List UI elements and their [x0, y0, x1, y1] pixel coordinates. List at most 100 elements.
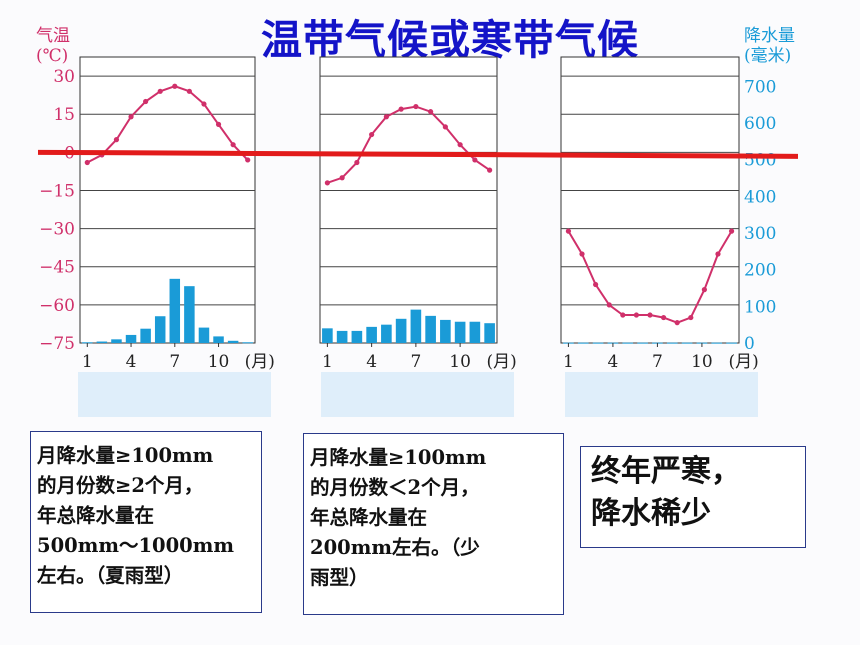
temperature-point [201, 101, 207, 107]
answer-blank-1[interactable] [78, 372, 271, 417]
precip-bar [577, 342, 589, 344]
description-box-2: 月降水量≥100mm 的月份数＜2个月， 年总降水量在 200mm左右。（少 雨… [303, 433, 564, 615]
precip-bar [111, 339, 122, 343]
chart-panel-3: 1 4 7 10 (月) [560, 56, 759, 372]
temperature-point [324, 180, 330, 186]
temperature-tick-label: −60 [39, 296, 75, 316]
temperature-tick-label: −75 [39, 334, 75, 354]
temperature-point [606, 302, 612, 308]
x-tick-label: 10 [208, 352, 230, 372]
temperature-point [442, 124, 448, 130]
temperature-axis-label: 气温 [36, 26, 70, 46]
answer-blank-2[interactable] [321, 372, 514, 417]
temperature-point [172, 83, 178, 89]
zero-reference-line [37, 149, 799, 159]
temperature-point [84, 159, 90, 166]
precip-bar [469, 321, 481, 343]
precip-bar [711, 342, 723, 344]
x-tick-label: 10 [691, 352, 713, 372]
precip-bar [666, 342, 678, 344]
precipitation-axis-unit: (毫米) [744, 46, 792, 66]
precip-bar [336, 330, 348, 343]
temperature-point [128, 114, 134, 120]
x-tick-label: 7 [652, 352, 663, 372]
temperature-point [354, 159, 360, 166]
precip-bar [169, 278, 181, 343]
precip-bar [125, 334, 137, 343]
temperature-point [701, 287, 707, 293]
precip-bar [410, 309, 422, 343]
description-box-3: 终年严寒， 降水稀少 [580, 446, 806, 548]
precip-bar [140, 328, 151, 343]
precip-bar [351, 330, 363, 343]
x-tick-label: 7 [410, 352, 421, 372]
precip-bar [425, 315, 436, 343]
temperature-point [413, 103, 419, 110]
precip-bar [82, 342, 93, 344]
temperature-point [565, 228, 572, 234]
precipitation-tick-label: 0 [744, 334, 755, 354]
precip-bar [154, 316, 166, 343]
precipitation-tick-label: 100 [744, 297, 776, 317]
chart-panel-1: 1 4 7 10 (月) [79, 56, 275, 372]
temperature-tick-label: −45 [39, 258, 75, 278]
precipitation-axis-title: 降水量 (毫米) [744, 26, 795, 66]
slide-title: 温带气候或寒带气候 [261, 16, 639, 64]
temperature-tick-label: 30 [53, 67, 75, 87]
precipitation-tick-label: 300 [744, 224, 776, 244]
temperature-tick-label: −15 [39, 181, 75, 201]
plot-frame [79, 56, 256, 344]
temperature-point [143, 98, 149, 105]
description-text-3: 终年严寒， 降水稀少 [591, 454, 741, 531]
x-tick-label: 7 [169, 352, 180, 372]
answer-blank-3[interactable] [565, 372, 758, 417]
temperature-point [230, 142, 236, 148]
precip-bar [213, 336, 224, 343]
precip-bar [454, 321, 466, 343]
precipitation-tick-label: 200 [744, 261, 776, 281]
temperature-point [593, 281, 599, 288]
precip-bar [381, 324, 392, 343]
temperature-point [728, 228, 735, 234]
temperature-point [157, 88, 163, 94]
precip-bar [242, 342, 253, 344]
x-axis-unit: (月) [486, 352, 516, 372]
chart-panel-2: 1 4 7 10 (月) [319, 56, 517, 372]
temperature-point [245, 157, 251, 163]
precipitation-axis-label: 降水量 [744, 26, 795, 46]
precip-bar [395, 318, 407, 343]
temperature-line [327, 105, 491, 184]
temperature-tick-label: 15 [53, 105, 75, 125]
precipitation-tick-label: 700 [744, 77, 776, 97]
precip-bar [484, 323, 495, 343]
precipitation-tick-label: 600 [744, 114, 776, 134]
x-axis-unit: (月) [245, 352, 275, 372]
precip-bar [366, 326, 377, 343]
x-axis-unit: (月) [728, 352, 758, 372]
temperature-point [579, 251, 585, 257]
temperature-point [113, 137, 120, 143]
temperature-point [186, 88, 192, 94]
description-text-2: 月降水量≥100mm 的月份数＜2个月， 年总降水量在 200mm左右。（少 雨… [310, 446, 487, 589]
temperature-point [472, 157, 478, 163]
temperature-point [633, 312, 640, 318]
precip-bar [622, 342, 634, 344]
temperature-line [86, 85, 249, 164]
temperature-point [457, 142, 463, 148]
x-tick-label: 1 [322, 352, 333, 372]
x-tick-label: 1 [82, 352, 93, 372]
precip-bar [184, 286, 195, 343]
precip-bar [322, 328, 333, 343]
temperature-point [715, 251, 721, 257]
temperature-point [660, 314, 667, 321]
x-tick-label: 10 [449, 352, 471, 372]
temperature-tick-label: −30 [39, 220, 75, 240]
x-tick-label: 1 [563, 352, 574, 372]
temperature-point [620, 312, 626, 318]
plot-frame [319, 56, 498, 344]
temperature-point [369, 131, 375, 138]
temperature-point [487, 167, 493, 173]
climate-charts: 1 4 7 10 (月) 1 4 7 10 (月) 1 4 7 10 (月) 30 15 0 −15 −30 −45 −6… [37, 56, 799, 372]
temperature-point [688, 314, 694, 321]
